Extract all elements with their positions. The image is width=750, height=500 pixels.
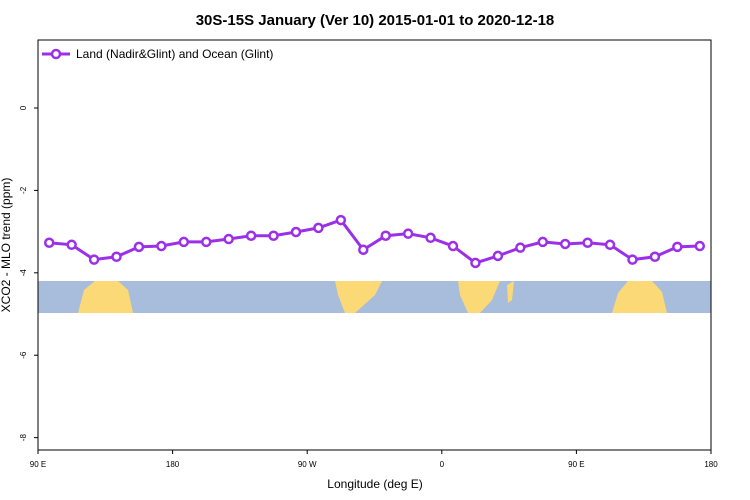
- plot-frame: [37, 39, 712, 451]
- y-tick-label: -2: [19, 186, 28, 194]
- data-point: [649, 251, 661, 262]
- data-point: [268, 230, 279, 241]
- data-point: [88, 254, 100, 265]
- data-point: [133, 241, 145, 253]
- x-tick-label: 90 E: [30, 460, 46, 469]
- data-point: [43, 237, 55, 248]
- data-point: [582, 237, 593, 248]
- x-tick-label: 0: [440, 460, 445, 469]
- data-point: [201, 236, 212, 248]
- x-axis-label: Longitude (deg E): [327, 477, 422, 491]
- y-tick-label: -4: [19, 269, 28, 277]
- map-strip: [38, 281, 711, 313]
- data-point: [515, 242, 526, 253]
- y-tick-label: 0: [19, 105, 28, 110]
- legend-label: Land (Nadir&Glint) and Ocean (Glint): [76, 47, 273, 61]
- data-point: [402, 228, 414, 239]
- data-point: [313, 222, 324, 234]
- x-tick-label: 180: [166, 460, 180, 469]
- data-point: [290, 226, 302, 238]
- data-point: [358, 244, 369, 255]
- chart-title: 30S-15S January (Ver 10) 2015-01-01 to 2…: [196, 12, 555, 29]
- y-tick-label: -8: [19, 434, 28, 442]
- data-point: [245, 230, 257, 241]
- data-point: [447, 240, 459, 252]
- data-point: [156, 240, 167, 252]
- legend-marker: [50, 48, 62, 60]
- data-point: [604, 239, 616, 251]
- y-tick-label: -6: [19, 351, 28, 359]
- data-point: [335, 214, 347, 226]
- data-point: [380, 230, 391, 241]
- y-axis-label: XCO2 - MLO trend (ppm): [0, 178, 13, 313]
- data-point: [492, 250, 504, 262]
- data-point: [559, 238, 571, 250]
- data-point: [470, 257, 481, 269]
- data-point: [66, 239, 77, 251]
- data-point: [537, 236, 548, 248]
- x-tick-label: 90 W: [298, 460, 317, 469]
- data-point: [627, 254, 638, 265]
- data-point: [178, 236, 190, 248]
- data-point: [111, 251, 122, 262]
- x-tick-label: 180: [704, 460, 718, 469]
- data-point: [425, 232, 436, 244]
- data-point: [672, 241, 683, 253]
- data-point: [223, 233, 234, 245]
- data-point: [694, 240, 706, 252]
- x-tick-label: 90 E: [568, 460, 584, 469]
